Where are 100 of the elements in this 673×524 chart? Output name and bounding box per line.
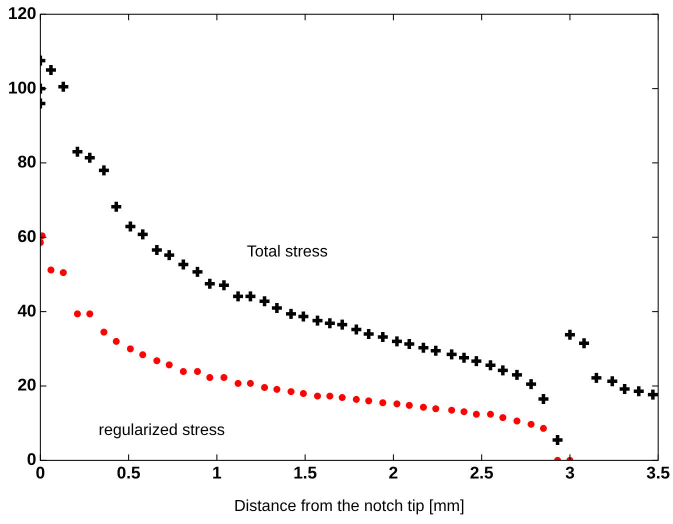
point bbox=[338, 394, 346, 402]
point bbox=[314, 392, 321, 400]
point bbox=[499, 414, 506, 422]
point bbox=[139, 351, 146, 358]
point bbox=[136, 228, 150, 242]
point bbox=[590, 371, 604, 385]
point bbox=[448, 406, 456, 414]
y-tick-label: 100 bbox=[8, 78, 36, 98]
point bbox=[540, 424, 547, 432]
point bbox=[379, 399, 386, 406]
series-label: Total stress bbox=[246, 244, 328, 261]
x-axis-title: Distance from the notch tip [mm] bbox=[234, 498, 464, 515]
y-tick-label: 40 bbox=[17, 301, 36, 320]
point bbox=[632, 384, 646, 398]
point bbox=[56, 80, 70, 94]
point bbox=[402, 337, 416, 351]
point bbox=[194, 368, 201, 376]
point bbox=[390, 334, 404, 348]
x-tick-label: 2.5 bbox=[470, 463, 494, 482]
point bbox=[406, 402, 413, 409]
point bbox=[110, 200, 124, 214]
x-tick-label: 1 bbox=[212, 463, 222, 482]
point bbox=[486, 410, 494, 418]
point bbox=[536, 392, 550, 406]
point bbox=[258, 294, 272, 308]
point bbox=[550, 433, 564, 447]
y-tick-label: 20 bbox=[17, 376, 36, 395]
point bbox=[563, 328, 577, 342]
point bbox=[70, 145, 84, 159]
point bbox=[246, 380, 254, 387]
point bbox=[126, 345, 134, 352]
point bbox=[524, 377, 538, 391]
point bbox=[646, 388, 658, 402]
point bbox=[496, 364, 510, 378]
point bbox=[470, 354, 484, 368]
point bbox=[162, 248, 176, 262]
point bbox=[74, 310, 81, 318]
point bbox=[528, 420, 535, 428]
point bbox=[112, 338, 120, 345]
point bbox=[86, 310, 94, 318]
point bbox=[47, 266, 54, 274]
point bbox=[457, 351, 471, 365]
point bbox=[288, 388, 295, 396]
point bbox=[310, 314, 324, 328]
x-tick-label: 3.5 bbox=[646, 463, 670, 482]
point bbox=[220, 374, 228, 381]
point bbox=[60, 269, 67, 276]
point bbox=[83, 150, 97, 164]
point bbox=[217, 278, 231, 292]
point bbox=[606, 374, 620, 388]
point bbox=[420, 404, 427, 411]
point bbox=[203, 277, 217, 291]
point bbox=[190, 265, 204, 279]
point bbox=[352, 396, 360, 403]
point bbox=[335, 318, 349, 332]
point bbox=[150, 243, 164, 257]
point bbox=[323, 316, 337, 330]
y-tick-label: 0 bbox=[26, 450, 36, 470]
point bbox=[284, 307, 298, 321]
point bbox=[326, 392, 334, 400]
point bbox=[261, 384, 268, 392]
point bbox=[124, 220, 138, 234]
point bbox=[362, 327, 376, 341]
point bbox=[513, 417, 520, 424]
point bbox=[432, 405, 440, 412]
point bbox=[365, 397, 372, 404]
text: regularized stress bbox=[98, 422, 225, 440]
point bbox=[350, 322, 364, 336]
point bbox=[577, 336, 591, 350]
point bbox=[472, 410, 480, 418]
point bbox=[273, 386, 280, 393]
point bbox=[180, 368, 187, 376]
point bbox=[618, 382, 632, 396]
point bbox=[44, 63, 58, 77]
x-tick-label: 1.5 bbox=[293, 463, 317, 482]
point bbox=[300, 390, 307, 397]
x-tick-label: 3 bbox=[565, 463, 575, 482]
point bbox=[270, 301, 284, 315]
point bbox=[444, 348, 458, 362]
point bbox=[376, 330, 390, 344]
point bbox=[231, 290, 245, 304]
y-tick-label: 80 bbox=[17, 152, 36, 172]
point bbox=[429, 344, 443, 358]
x-tick-label: 2 bbox=[388, 463, 398, 482]
y-tick-label: 120 bbox=[8, 4, 36, 23]
point bbox=[206, 374, 214, 381]
point bbox=[460, 408, 468, 416]
point bbox=[153, 357, 160, 364]
point bbox=[97, 164, 111, 178]
point bbox=[484, 358, 498, 372]
point bbox=[176, 258, 190, 272]
point bbox=[393, 400, 400, 408]
point bbox=[234, 380, 242, 387]
point bbox=[100, 328, 108, 336]
y-tick-label: 60 bbox=[17, 226, 36, 246]
point bbox=[296, 310, 310, 324]
point bbox=[244, 290, 258, 304]
point bbox=[166, 361, 173, 368]
x-tick-label: 0.5 bbox=[116, 463, 140, 482]
point bbox=[510, 368, 524, 382]
